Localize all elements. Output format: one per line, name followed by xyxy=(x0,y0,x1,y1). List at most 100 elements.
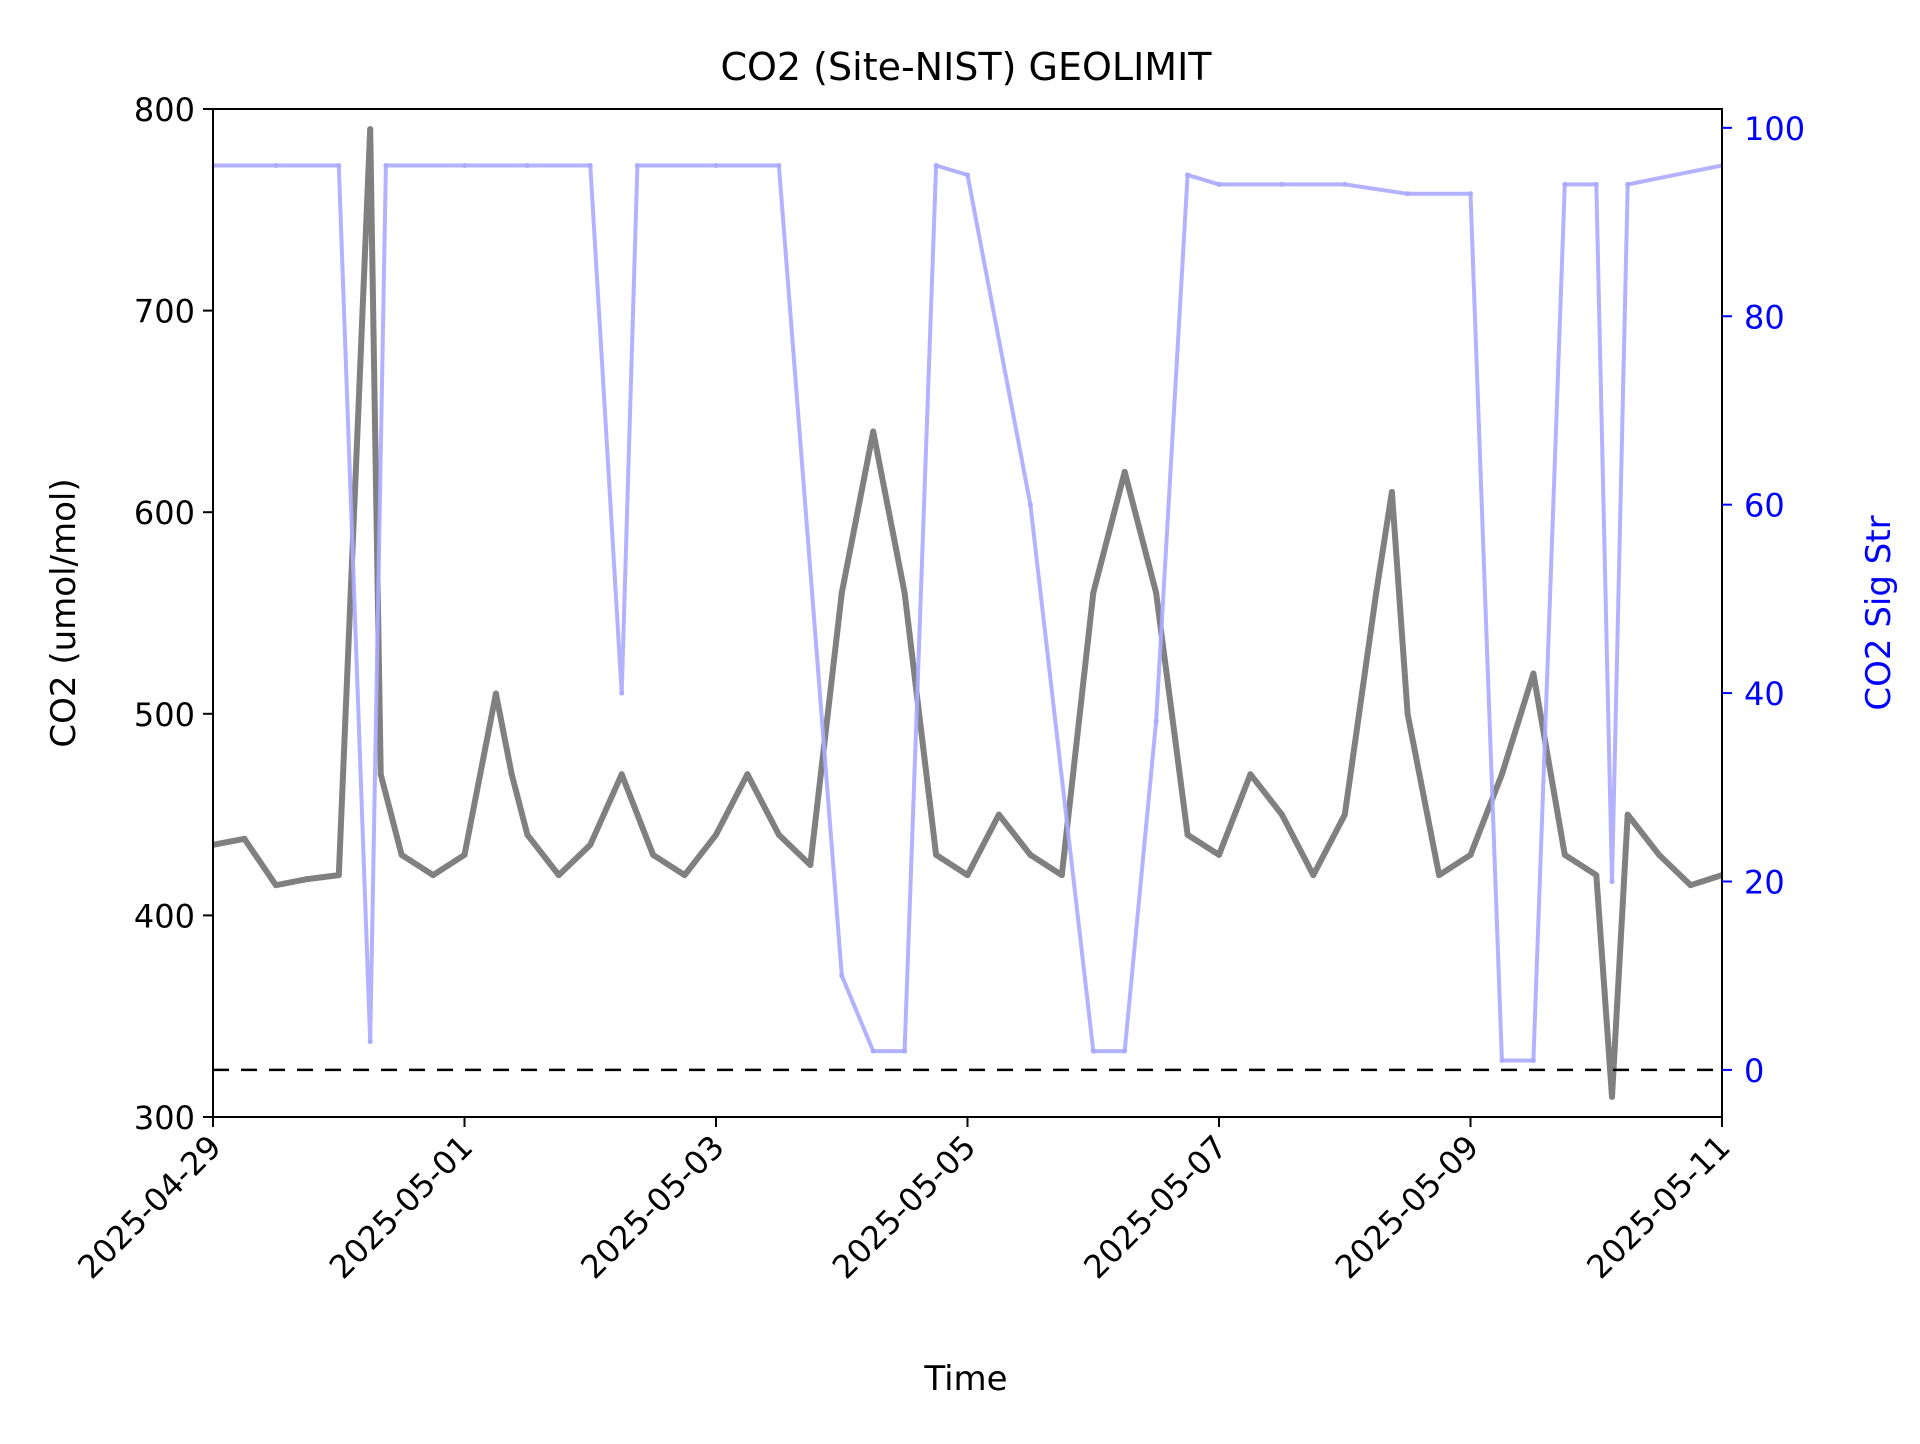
y2-tick-label: 20 xyxy=(1744,863,1785,901)
sig-str-point xyxy=(1405,191,1411,197)
y-tick-label: 600 xyxy=(134,494,195,532)
x-axis-label: Time xyxy=(923,1359,1007,1399)
x-tick-label: 2025-05-07 xyxy=(1076,1128,1234,1286)
x-tick-label: 2025-05-01 xyxy=(322,1128,480,1286)
sig-str-point xyxy=(336,163,342,169)
co2-point xyxy=(1341,811,1348,818)
sig-str-point xyxy=(1185,172,1191,178)
sig-str-point xyxy=(1593,181,1599,187)
sig-str-point xyxy=(1027,502,1033,508)
co2-point xyxy=(775,831,782,838)
sig-str-point xyxy=(1216,181,1222,187)
co2-point xyxy=(1436,872,1443,879)
co2-point xyxy=(508,771,515,778)
x-tick-label: 2025-05-09 xyxy=(1328,1128,1486,1286)
co2-point xyxy=(1687,882,1694,889)
co2-point xyxy=(1278,811,1285,818)
y-axis-right: 0 20 40 60 80 100 xyxy=(1722,110,1805,1090)
y2-tick-label: 0 xyxy=(1744,1052,1764,1090)
co2-point xyxy=(1624,811,1631,818)
co2-point xyxy=(1656,851,1663,858)
sig-str-point xyxy=(776,163,782,169)
co2-point xyxy=(1153,589,1160,596)
sig-str-point xyxy=(1530,1057,1536,1063)
co2-point xyxy=(1058,872,1065,879)
sig-str-point xyxy=(619,690,625,696)
y-tick-label: 400 xyxy=(134,897,195,935)
co2-point xyxy=(933,851,940,858)
co2-point xyxy=(1561,851,1568,858)
co2-point xyxy=(304,876,311,883)
co2-point xyxy=(901,589,908,596)
x-tick-label: 2025-05-11 xyxy=(1579,1128,1737,1286)
co2-point xyxy=(555,872,562,879)
y2-tick-label: 80 xyxy=(1744,298,1785,336)
y-axis-label: CO2 (umol/mol) xyxy=(44,478,84,747)
co2-point xyxy=(1404,710,1411,717)
co2-point xyxy=(618,771,625,778)
co2-point xyxy=(1090,589,1097,596)
y-axis-left: 300 400 500 600 700 800 xyxy=(134,91,213,1137)
co2-point xyxy=(335,872,342,879)
sig-str-point xyxy=(870,1048,876,1054)
sig-str-point xyxy=(1609,878,1615,884)
co2-point xyxy=(398,851,405,858)
co2-point xyxy=(461,851,468,858)
co2-point xyxy=(870,428,877,435)
sig-str-point xyxy=(902,1048,908,1054)
co2-point xyxy=(1530,670,1537,677)
sig-str-point xyxy=(587,163,593,169)
sig-str-point xyxy=(1153,718,1159,724)
plot-frame xyxy=(212,108,1723,1118)
co2-point xyxy=(1121,468,1128,475)
co2-point xyxy=(744,771,751,778)
co2-point xyxy=(587,841,594,848)
sig-str-point xyxy=(1122,1048,1128,1054)
co2-point xyxy=(524,831,531,838)
co2-point xyxy=(1184,831,1191,838)
x-tick-label: 2025-04-29 xyxy=(70,1128,228,1286)
sig-str-point xyxy=(713,163,719,169)
sig-str-point xyxy=(1562,181,1568,187)
sig-str-point xyxy=(1468,191,1473,197)
chart-title: CO2 (Site-NIST) GEOLIMIT xyxy=(720,45,1212,89)
co2-point xyxy=(713,831,719,838)
co2-point xyxy=(1498,771,1505,778)
co2-point xyxy=(681,872,688,879)
sig-str-point xyxy=(383,163,389,169)
y2-tick-label: 100 xyxy=(1744,110,1805,148)
sig-str-point xyxy=(462,163,467,169)
co2-point xyxy=(1608,1093,1615,1100)
x-tick-label: 2025-05-03 xyxy=(573,1128,731,1286)
sig-str-series-line xyxy=(213,163,1722,1063)
y-tick-label: 500 xyxy=(134,696,195,734)
sig-str-point xyxy=(1342,181,1348,187)
sig-str-point xyxy=(965,172,970,178)
y2-tick-label: 60 xyxy=(1744,487,1785,525)
sig-str-point xyxy=(634,163,640,169)
sig-str-point xyxy=(1499,1057,1505,1063)
x-axis: 2025-04-29 2025-05-01 2025-05-03 2025-05-05… xyxy=(70,1117,1738,1286)
co2-point xyxy=(838,589,845,596)
y-tick-label: 800 xyxy=(134,91,195,129)
co2-point xyxy=(430,872,437,879)
co2-point xyxy=(1467,851,1474,858)
co2-series-line xyxy=(213,126,1722,1100)
y-tick-label: 300 xyxy=(134,1099,195,1137)
co2-point xyxy=(1373,589,1380,596)
sig-str-point xyxy=(1090,1048,1096,1054)
co2-point xyxy=(492,690,499,697)
y2-axis-label: CO2 Sig Str xyxy=(1859,515,1899,710)
sig-str-point xyxy=(367,1039,373,1045)
sig-str-point xyxy=(524,163,530,169)
co2-point xyxy=(1216,851,1222,858)
sig-str-point xyxy=(839,973,845,979)
co2-point xyxy=(1593,872,1600,879)
x-tick-label: 2025-05-05 xyxy=(825,1128,983,1286)
co2-point xyxy=(650,851,657,858)
co2-point xyxy=(1027,851,1034,858)
co2-point xyxy=(995,811,1002,818)
co2-point xyxy=(964,872,971,879)
co2-point xyxy=(1388,489,1395,496)
